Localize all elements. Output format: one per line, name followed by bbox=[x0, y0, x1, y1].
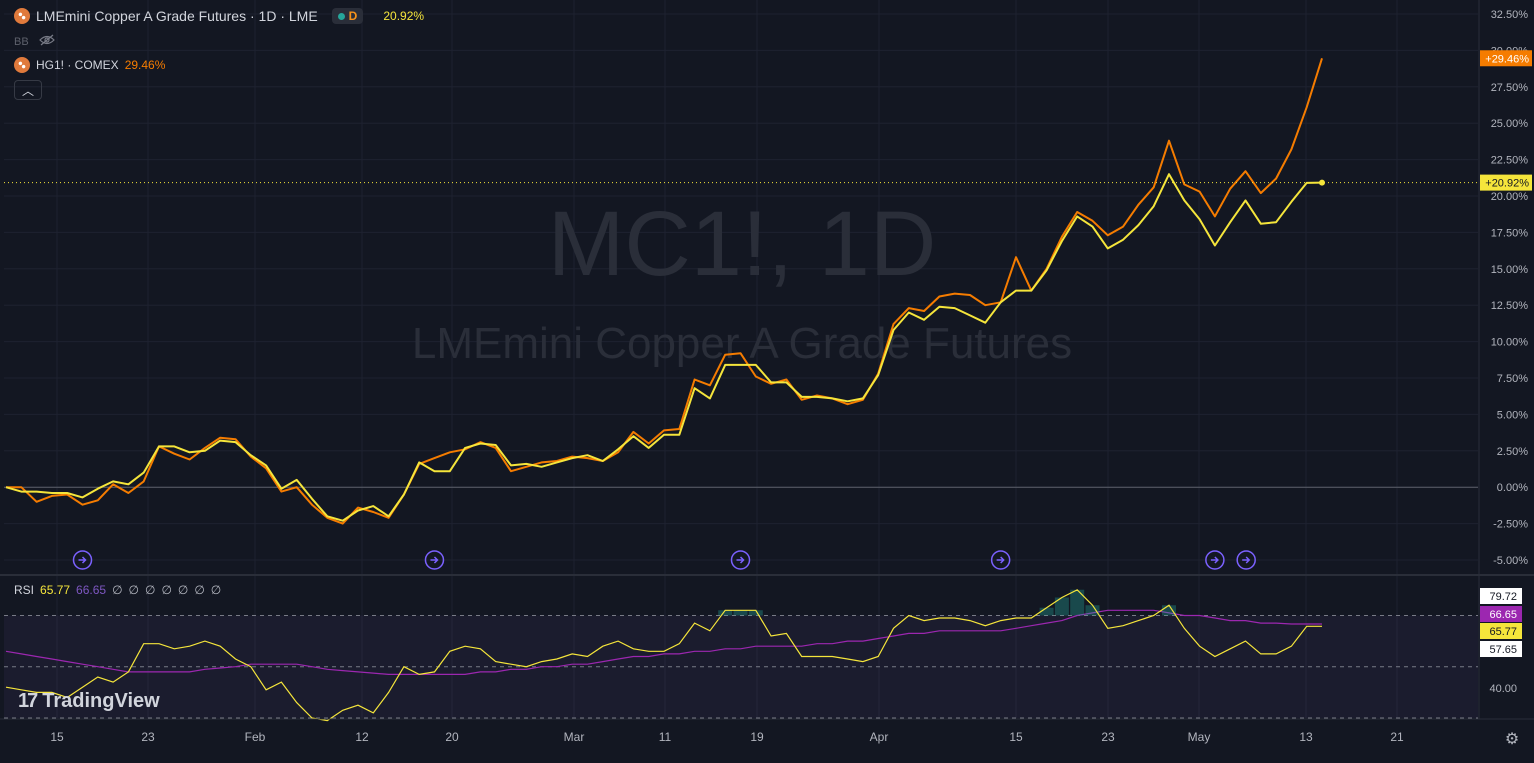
series-line-MC1! bbox=[5, 173, 1323, 522]
x-tick-label-2: Feb bbox=[245, 730, 266, 744]
x-tick-label-9: 15 bbox=[1009, 730, 1023, 744]
last-point-main bbox=[1319, 179, 1325, 186]
event-marker-arrow-1 bbox=[430, 556, 439, 564]
indicator-legend-bb[interactable]: BB bbox=[14, 34, 55, 49]
tradingview-logo-icon: 17 bbox=[18, 690, 38, 712]
x-tick-label-10: 23 bbox=[1101, 730, 1115, 744]
rsi-label: RSI bbox=[14, 583, 35, 597]
event-marker-icon-3 bbox=[990, 550, 1011, 570]
compare-last-label-bg bbox=[1480, 50, 1532, 67]
rsi-na-3: ∅ bbox=[144, 583, 156, 597]
chevron-up-icon: ︿ bbox=[21, 83, 34, 98]
x-tick-label-13: 21 bbox=[1390, 730, 1404, 744]
rsi-ma-value: 66.65 bbox=[76, 583, 107, 597]
rsi-overbought-fill bbox=[718, 589, 1176, 616]
y-tick-label-9: 10.00% bbox=[1491, 337, 1529, 349]
rsi-line bbox=[5, 589, 1322, 722]
rsi-axis-label-2: 65.77 bbox=[1489, 626, 1517, 638]
y-tick-label-6: 17.50% bbox=[1491, 227, 1529, 239]
rsi-na-7: ∅ bbox=[210, 583, 222, 597]
rsi-axis-label-bg-2 bbox=[1480, 623, 1522, 639]
y-tick-label-13: 0.00% bbox=[1497, 482, 1528, 494]
event-marker-arrow-5 bbox=[1242, 556, 1251, 564]
x-tick-label-11: May bbox=[1188, 730, 1211, 744]
compare-label: HG1! · COMEX bbox=[36, 58, 119, 72]
x-tick-label-8: Apr bbox=[870, 730, 889, 744]
symbol-title: LMEmini Copper A Grade Futures · 1D · LM… bbox=[36, 8, 318, 24]
rsi-na-1: ∅ bbox=[112, 583, 123, 597]
bb-label: BB bbox=[14, 35, 29, 48]
rsi-na-4: ∅ bbox=[161, 583, 172, 597]
market-open-dot-icon bbox=[337, 12, 345, 20]
compare-symbol-header[interactable]: HG1! · COMEX 29.46% bbox=[14, 57, 165, 73]
collapse-legend-button[interactable]: ︿ bbox=[14, 80, 42, 100]
main-last-label: +20.92% bbox=[1485, 178, 1529, 190]
main-pct-change: 20.92% bbox=[383, 9, 425, 23]
x-tick-label-4: 20 bbox=[445, 730, 459, 744]
x-tick-label-7: 19 bbox=[750, 730, 764, 744]
event-marker-icon-4 bbox=[1205, 550, 1225, 570]
rsi-ma-line bbox=[5, 609, 1322, 675]
main-symbol-header[interactable]: LMEmini Copper A Grade Futures · 1D · LM… bbox=[14, 8, 424, 24]
event-marker-arrow-3 bbox=[996, 556, 1005, 564]
x-tick-label-3: 12 bbox=[355, 730, 369, 744]
event-marker-icon-5 bbox=[1236, 550, 1256, 570]
hidden-eye-icon[interactable] bbox=[38, 34, 55, 49]
y-tick-label-10: 7.50% bbox=[1497, 373, 1528, 385]
x-tick-label-0: 15 bbox=[50, 730, 64, 744]
watermark-name: LMEmini Copper A Grade Futures bbox=[412, 319, 1072, 368]
y-tick-label-3: 25.00% bbox=[1491, 118, 1529, 130]
event-marker-arrow-0 bbox=[78, 556, 87, 564]
tradingview-logo[interactable]: 17 TradingView bbox=[18, 690, 160, 713]
rsi-axis-label-1: 66.65 bbox=[1489, 609, 1517, 621]
y-tick-label-8: 12.50% bbox=[1491, 300, 1529, 312]
event-marker-icon-0 bbox=[72, 550, 93, 570]
interval-badge: D bbox=[348, 9, 358, 23]
rsi-na-5: ∅ bbox=[177, 583, 189, 597]
y-tick-label-14: -2.50% bbox=[1493, 519, 1528, 531]
watermark-symbol: MC1!, 1D bbox=[548, 193, 937, 295]
x-tick-label-12: 13 bbox=[1299, 730, 1313, 744]
gear-icon[interactable]: ⚙ bbox=[1504, 731, 1520, 748]
market-status-badge[interactable]: D bbox=[331, 8, 364, 24]
copper-symbol-icon bbox=[14, 8, 30, 24]
y-tick-label-7: 15.00% bbox=[1491, 264, 1529, 276]
rsi-na-2: ∅ bbox=[128, 583, 139, 597]
y-tick-label-2: 27.50% bbox=[1491, 82, 1529, 94]
compare-pct-change: 29.46% bbox=[124, 58, 166, 72]
rsi-axis-label-0: 79.72 bbox=[1489, 591, 1517, 603]
x-tick-label-1: 23 bbox=[141, 730, 155, 744]
x-tick-label-6: 11 bbox=[659, 730, 672, 744]
rsi-na-6: ∅ bbox=[194, 583, 205, 597]
event-marker-icon-2 bbox=[730, 550, 751, 570]
main-last-label-bg bbox=[1480, 174, 1532, 191]
y-tick-label-5: 20.00% bbox=[1491, 191, 1529, 203]
copper-compare-icon bbox=[14, 57, 30, 73]
rsi-legend[interactable]: RSI 65.77 66.65 ∅ ∅ ∅ ∅ ∅ ∅ ∅ bbox=[14, 583, 221, 597]
logo-text: TradingView bbox=[42, 690, 160, 712]
rsi-axis-label-bg-0 bbox=[1480, 588, 1522, 604]
rsi-value: 65.77 bbox=[40, 583, 71, 597]
rsi-axis-label-4: 40.00 bbox=[1489, 683, 1517, 695]
event-marker-icon-1 bbox=[424, 550, 445, 570]
compare-last-label: +29.46% bbox=[1485, 53, 1529, 65]
x-tick-label-5: Mar bbox=[564, 730, 585, 744]
rsi-axis-label-bg-1 bbox=[1480, 606, 1522, 622]
y-tick-label-0: 32.50% bbox=[1491, 9, 1529, 21]
event-marker-arrow-2 bbox=[736, 556, 745, 564]
y-tick-label-12: 2.50% bbox=[1497, 446, 1528, 458]
series-line-HG1! bbox=[6, 58, 1323, 525]
rsi-axis-label-bg-3 bbox=[1480, 641, 1522, 657]
y-tick-label-4: 22.50% bbox=[1491, 155, 1529, 167]
y-tick-label-11: 5.00% bbox=[1497, 409, 1528, 421]
rsi-axis-label-3: 57.65 bbox=[1489, 644, 1517, 656]
y-tick-label-15: -5.00% bbox=[1493, 555, 1528, 567]
event-marker-arrow-4 bbox=[1210, 556, 1219, 564]
